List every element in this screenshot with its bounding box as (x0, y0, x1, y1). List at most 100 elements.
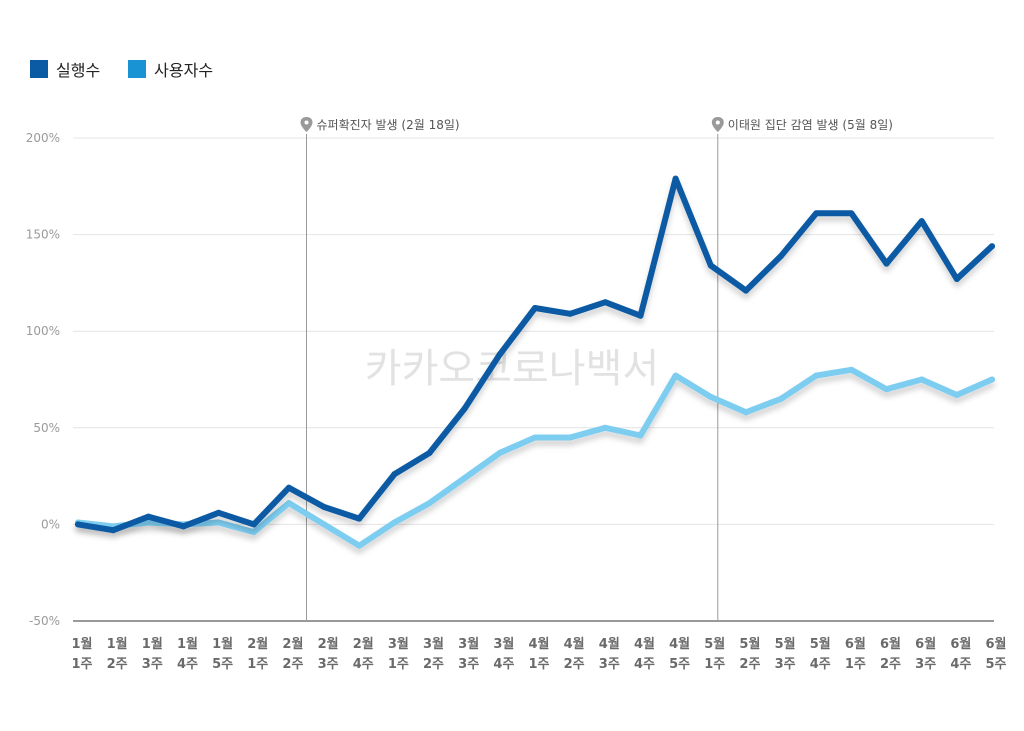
x-tick-label-month: 2월 (247, 636, 268, 652)
data-point-users (637, 432, 644, 439)
data-point-users (321, 521, 328, 528)
x-tick-label-week: 3주 (318, 657, 339, 672)
x-tick-label-week: 1주 (704, 657, 725, 672)
data-point-executions (742, 287, 749, 294)
data-point-executions (602, 299, 609, 306)
data-point-users (989, 376, 995, 383)
x-tick-label-month: 1월 (142, 636, 163, 652)
data-point-executions (953, 276, 960, 283)
x-tick-label-month: 2월 (353, 636, 374, 652)
legend: 실행수 사용자수 (30, 57, 241, 81)
x-tick-label-week: 4주 (950, 657, 971, 672)
x-tick-label-week: 2주 (282, 657, 303, 672)
data-point-executions (321, 504, 328, 511)
data-point-executions (707, 262, 714, 269)
x-tick-label-week: 5주 (985, 657, 1006, 672)
x-tick-label-week: 4주 (493, 657, 514, 672)
data-point-executions (496, 351, 503, 358)
x-tick-label-month: 6월 (845, 636, 866, 652)
data-point-users (250, 529, 257, 536)
x-tick-label-week: 2주 (739, 657, 760, 672)
data-point-executions (813, 210, 820, 217)
x-tick-label-week: 4주 (177, 657, 198, 672)
grid-lines (73, 137, 994, 622)
data-point-executions (461, 405, 468, 412)
data-point-users (285, 500, 292, 507)
x-tick-label-week: 1주 (528, 657, 549, 672)
data-point-users (953, 391, 960, 398)
data-point-users (215, 519, 222, 526)
x-tick-label-month: 4월 (599, 636, 620, 652)
x-tick-label-week: 2주 (564, 657, 585, 672)
data-point-users (918, 376, 925, 383)
data-point-users (461, 475, 468, 482)
x-tick-label-week: 4주 (634, 657, 655, 672)
map-pin-icon (300, 117, 313, 132)
data-point-executions (75, 521, 81, 528)
x-tick-label-week: 5주 (212, 657, 233, 672)
data-point-users (813, 372, 820, 379)
x-tick-label-week: 3주 (915, 657, 936, 672)
x-tick-label-month: 6월 (950, 636, 971, 652)
x-tick-label-month: 5월 (810, 636, 831, 652)
x-tick-label-week: 4주 (353, 657, 374, 672)
data-point-executions (145, 513, 152, 520)
legend-label-executions: 실행수 (56, 61, 101, 80)
data-point-executions (778, 252, 785, 259)
data-point-users (391, 519, 398, 526)
x-tick-label-week: 1주 (388, 657, 409, 672)
y-tick-label: 100% (26, 324, 60, 338)
series-lines (75, 175, 995, 549)
x-tick-label-month: 5월 (775, 636, 796, 652)
x-tick-label-week: 1주 (71, 657, 92, 672)
legend-item-executions: 실행수 (30, 57, 100, 81)
map-pin-icon (711, 117, 724, 132)
data-point-executions (532, 305, 538, 312)
data-point-executions (356, 515, 363, 522)
x-tick-label-month: 4월 (528, 636, 549, 652)
legend-item-users: 사용자수 (128, 57, 213, 81)
data-point-executions (989, 243, 995, 250)
x-tick-label-week: 1주 (845, 657, 866, 672)
data-point-executions (918, 218, 925, 225)
y-tick-label: 50% (33, 421, 60, 435)
series-line-users (75, 366, 995, 549)
data-point-executions (285, 484, 292, 491)
watermark: 카카오코로나백서 (365, 346, 659, 392)
x-tick-label-month: 5월 (739, 636, 760, 652)
x-tick-label-month: 1월 (212, 636, 233, 652)
data-point-users (426, 500, 433, 507)
x-tick-label-month: 1월 (71, 636, 92, 652)
x-tick-label-month: 1월 (107, 636, 128, 652)
x-tick-label-month: 2월 (318, 636, 339, 652)
data-point-users (602, 424, 609, 431)
data-point-users (532, 434, 538, 441)
x-tick-label-month: 3월 (493, 636, 514, 652)
y-tick-label: 150% (26, 228, 60, 242)
x-tick-label-week: 3주 (775, 657, 796, 672)
map-pin-hole (715, 120, 720, 125)
data-point-executions (848, 210, 855, 217)
x-tick-label-week: 1주 (247, 657, 268, 672)
legend-swatch-users (128, 60, 147, 78)
x-tick-label-month: 4월 (669, 636, 690, 652)
data-point-users (778, 395, 785, 402)
annotation-label: 이태원 집단 감염 발생 (5월 8일) (728, 118, 893, 132)
y-axis-ticks: 200% 150% 100% 50% 0% -50% (26, 131, 60, 628)
data-point-executions (426, 449, 433, 456)
x-tick-label-month: 2월 (282, 636, 303, 652)
x-axis-ticks: 1월 1주 1월 2주 1월 3주 1월 4주 1월 5주 2월 1주 2월 2주 2월 3주 2월 4주 3월 1주… (71, 636, 1006, 672)
x-tick-label-week: 4주 (810, 657, 831, 672)
data-point-users (672, 372, 679, 379)
data-point-users (883, 386, 890, 393)
x-tick-label-month: 3월 (388, 636, 409, 652)
x-tick-label-month: 1월 (177, 636, 198, 652)
data-point-executions (672, 175, 679, 182)
x-tick-label-week: 2주 (423, 657, 444, 672)
legend-swatch-executions (30, 60, 48, 78)
data-point-users (848, 366, 855, 373)
legend-label-users: 사용자수 (154, 61, 214, 80)
y-tick-label: 0% (41, 517, 60, 531)
y-tick-label: -50% (29, 614, 60, 628)
